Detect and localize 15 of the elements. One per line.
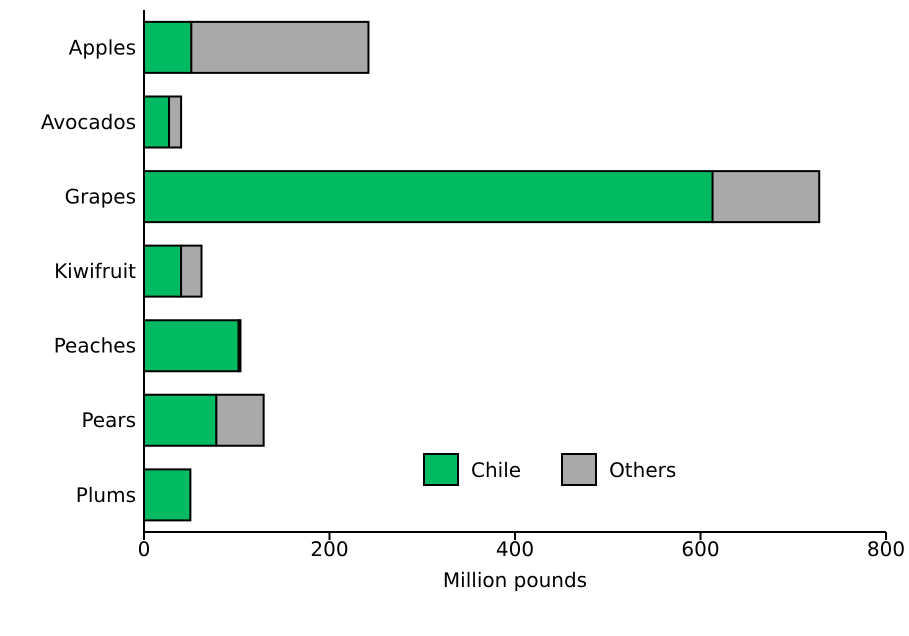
x-tick-label: 0 xyxy=(138,537,150,562)
legend-label: Chile xyxy=(471,458,522,482)
x-tick-label: 400 xyxy=(496,537,534,562)
x-axis-title: Million pounds xyxy=(442,568,588,592)
y-tick-label: Plums xyxy=(76,482,136,507)
y-tick-label: Kiwifruit xyxy=(54,259,136,284)
x-tick-label: 600 xyxy=(681,537,720,562)
x-tick-label: 200 xyxy=(310,537,349,562)
legend-label: Others xyxy=(609,458,676,482)
y-tick-label: Peaches xyxy=(54,334,136,358)
y-tick-label: Grapes xyxy=(64,184,136,209)
y-tick-label: Avocados xyxy=(40,110,136,134)
y-tick-label: Pears xyxy=(81,408,136,432)
x-tick-label: 800 xyxy=(866,537,906,562)
y-tick-label: Apples xyxy=(68,35,136,60)
